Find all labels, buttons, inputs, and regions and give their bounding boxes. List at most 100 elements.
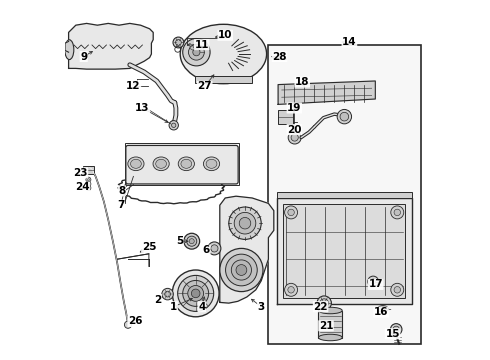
Polygon shape bbox=[220, 196, 274, 303]
Ellipse shape bbox=[318, 334, 342, 341]
Circle shape bbox=[86, 181, 91, 186]
Text: 20: 20 bbox=[287, 125, 301, 135]
Text: 6: 6 bbox=[203, 245, 210, 255]
Circle shape bbox=[288, 209, 294, 216]
Circle shape bbox=[173, 37, 184, 48]
Circle shape bbox=[86, 177, 91, 182]
Bar bbox=[125, 143, 239, 185]
Circle shape bbox=[172, 123, 176, 127]
Circle shape bbox=[393, 326, 399, 333]
Circle shape bbox=[229, 207, 261, 239]
Circle shape bbox=[288, 131, 301, 144]
Circle shape bbox=[183, 39, 210, 66]
Text: 24: 24 bbox=[75, 182, 90, 192]
Text: 18: 18 bbox=[295, 77, 310, 87]
Ellipse shape bbox=[153, 157, 169, 171]
Bar bbox=[283, 204, 405, 298]
Text: 16: 16 bbox=[374, 307, 389, 317]
Text: 2: 2 bbox=[154, 294, 162, 305]
Circle shape bbox=[320, 299, 328, 307]
Circle shape bbox=[183, 280, 209, 306]
Ellipse shape bbox=[65, 40, 74, 59]
Text: 26: 26 bbox=[128, 316, 143, 327]
Polygon shape bbox=[69, 23, 153, 69]
Circle shape bbox=[192, 289, 200, 298]
Text: 10: 10 bbox=[218, 30, 232, 40]
Polygon shape bbox=[272, 57, 286, 59]
Circle shape bbox=[239, 217, 251, 229]
Circle shape bbox=[189, 44, 204, 60]
Text: 14: 14 bbox=[342, 37, 357, 47]
Circle shape bbox=[87, 183, 90, 185]
Circle shape bbox=[291, 134, 298, 141]
Circle shape bbox=[169, 121, 178, 130]
Ellipse shape bbox=[156, 159, 167, 168]
Circle shape bbox=[340, 112, 349, 121]
Circle shape bbox=[172, 270, 219, 317]
Circle shape bbox=[337, 109, 351, 124]
Circle shape bbox=[391, 206, 404, 219]
Circle shape bbox=[87, 187, 90, 189]
Text: 22: 22 bbox=[313, 302, 328, 312]
Text: 8: 8 bbox=[118, 186, 125, 196]
Text: 21: 21 bbox=[319, 321, 333, 331]
Polygon shape bbox=[278, 81, 375, 104]
Circle shape bbox=[391, 324, 402, 335]
Circle shape bbox=[370, 279, 376, 284]
Circle shape bbox=[189, 239, 194, 244]
Ellipse shape bbox=[178, 157, 195, 171]
Circle shape bbox=[188, 285, 204, 301]
Text: 25: 25 bbox=[142, 242, 156, 252]
Circle shape bbox=[175, 40, 181, 45]
Text: 9: 9 bbox=[80, 51, 87, 62]
Circle shape bbox=[178, 275, 214, 311]
FancyBboxPatch shape bbox=[126, 145, 238, 184]
Circle shape bbox=[288, 287, 294, 293]
Bar bbox=[318, 310, 342, 338]
Circle shape bbox=[225, 254, 257, 286]
Circle shape bbox=[86, 185, 91, 190]
Polygon shape bbox=[65, 41, 69, 52]
Circle shape bbox=[236, 265, 247, 275]
Circle shape bbox=[231, 260, 251, 280]
Circle shape bbox=[391, 283, 404, 296]
Ellipse shape bbox=[318, 307, 342, 314]
Ellipse shape bbox=[203, 157, 220, 171]
Bar bbox=[269, 45, 421, 344]
Circle shape bbox=[368, 276, 379, 287]
Ellipse shape bbox=[128, 157, 144, 171]
Bar bbox=[278, 110, 293, 124]
Text: 15: 15 bbox=[385, 329, 400, 339]
Text: 13: 13 bbox=[135, 103, 149, 113]
Circle shape bbox=[211, 245, 218, 252]
Text: 1: 1 bbox=[170, 302, 177, 312]
Ellipse shape bbox=[180, 24, 267, 84]
Circle shape bbox=[165, 291, 171, 297]
Circle shape bbox=[124, 321, 132, 328]
Circle shape bbox=[317, 296, 331, 310]
Text: 27: 27 bbox=[197, 81, 212, 91]
Text: 19: 19 bbox=[287, 103, 301, 113]
Ellipse shape bbox=[380, 307, 386, 311]
Circle shape bbox=[162, 288, 173, 300]
Circle shape bbox=[187, 236, 197, 246]
Circle shape bbox=[234, 212, 256, 234]
Bar bbox=[195, 76, 252, 83]
Ellipse shape bbox=[130, 159, 141, 168]
Text: 12: 12 bbox=[126, 81, 141, 91]
Polygon shape bbox=[277, 198, 412, 304]
Text: 11: 11 bbox=[195, 40, 209, 50]
Ellipse shape bbox=[181, 159, 192, 168]
Text: 5: 5 bbox=[176, 236, 183, 246]
Circle shape bbox=[285, 206, 297, 219]
Circle shape bbox=[394, 287, 400, 293]
Text: 17: 17 bbox=[368, 279, 383, 289]
Circle shape bbox=[193, 49, 200, 56]
Bar bbox=[277, 192, 412, 198]
Text: 4: 4 bbox=[198, 302, 205, 312]
Circle shape bbox=[394, 209, 400, 216]
Text: 3: 3 bbox=[258, 302, 265, 312]
Text: 23: 23 bbox=[73, 168, 88, 178]
Circle shape bbox=[220, 248, 263, 292]
Text: 28: 28 bbox=[272, 51, 287, 62]
